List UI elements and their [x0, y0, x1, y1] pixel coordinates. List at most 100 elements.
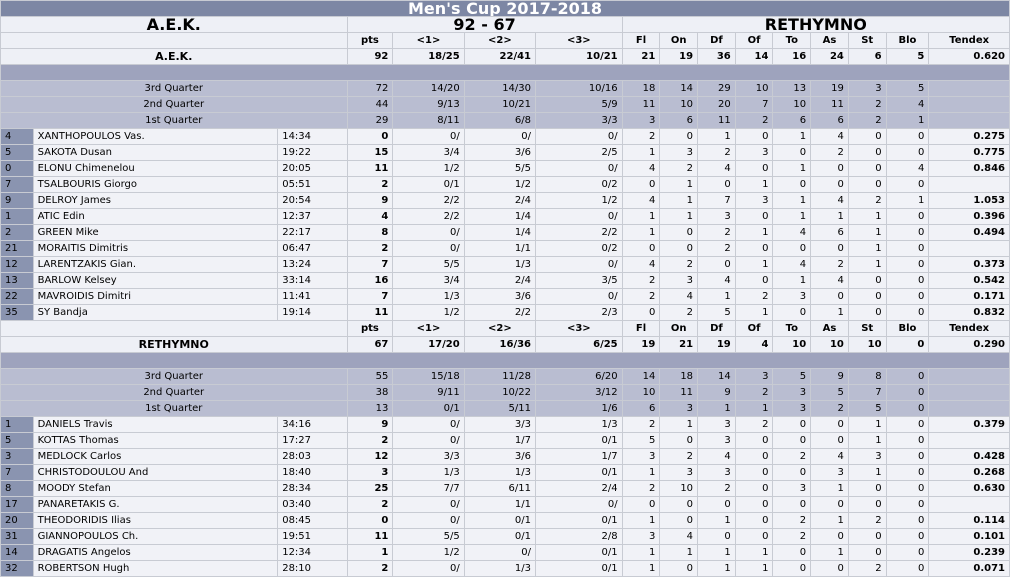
column-header: Tendex	[928, 32, 1010, 49]
stat-cell: 24	[810, 48, 849, 65]
stat-cell: 1	[810, 512, 849, 529]
final-score: 92 - 67	[346, 16, 623, 33]
stat-cell: 0	[810, 176, 849, 193]
stat-cell: 0	[621, 176, 661, 193]
player-name: LARENTZAKIS Gian.	[32, 256, 279, 273]
stat-cell	[928, 240, 1010, 257]
stat-cell: 10	[847, 336, 887, 353]
stat-cell: 0/1	[535, 512, 623, 529]
stat-cell: 13	[346, 400, 394, 417]
stat-cell: 1	[885, 192, 930, 209]
stat-cell: 3	[621, 448, 661, 465]
stat-cell: 2	[810, 256, 849, 273]
player-minutes: 12:37	[277, 208, 348, 225]
quarter-row: 2nd Quarter 44 9/13 10/21 5/9 11 10 20 7 10 11 2 4	[0, 96, 1010, 113]
player-row: 8 MOODY Stefan 28:34 25 7/7 6/11 2/4 2 10 2 0 3 1…	[0, 480, 1010, 497]
stat-cell: 0/	[392, 128, 465, 145]
jersey-number: 2	[0, 224, 34, 241]
player-minutes: 19:22	[277, 144, 348, 161]
stat-cell: 3	[734, 144, 774, 161]
stat-cell: 0	[734, 432, 774, 449]
stat-cell: 1	[621, 544, 661, 561]
player-minutes: 08:45	[277, 512, 348, 529]
column-header-row: pts <1> <2> <3> Fl On Df Of To As St Blo Tendex	[0, 32, 1010, 49]
stat-cell: 0.428	[928, 448, 1010, 465]
stat-cell: 1	[847, 416, 887, 433]
jersey-number: 13	[0, 272, 34, 289]
stat-cell: 0	[697, 496, 736, 513]
quarter-row: 1st Quarter 13 0/1 5/11 1/6 6 3 1 1 3 2 5 0	[0, 400, 1010, 417]
stat-cell: 0	[885, 480, 930, 497]
player-row: 1 ATIC Edin 12:37 4 2/2 1/4 0/1 1 3 0 1 1 1 0 0.396	[0, 208, 1010, 225]
stat-cell	[928, 112, 1010, 129]
stat-cell: 2/2	[463, 304, 537, 321]
stat-cell: 19	[659, 48, 699, 65]
stat-cell: 2	[810, 144, 849, 161]
stat-cell: 3	[810, 464, 849, 481]
player-minutes: 28:10	[277, 560, 348, 577]
stat-cell: 7	[697, 192, 736, 209]
stat-cell: 4	[621, 256, 661, 273]
stat-cell: 7/7	[392, 480, 465, 497]
player-name: ROBERTSON Hugh	[32, 560, 279, 577]
stat-cell: 0/	[392, 496, 465, 513]
stat-cell: 4	[885, 96, 930, 113]
stat-cell: 15/18	[392, 368, 465, 385]
stat-cell: 0/	[392, 224, 465, 241]
stat-cell: 0.620	[928, 48, 1010, 65]
stat-cell: 1	[621, 464, 661, 481]
jersey-number: 1	[0, 416, 34, 433]
stat-cell: 5/5	[392, 528, 465, 545]
stat-cell: 0/	[392, 240, 465, 257]
stat-cell: 2	[659, 304, 699, 321]
stat-cell: 0/	[535, 496, 623, 513]
stat-cell: 9	[346, 192, 394, 209]
stat-cell: 0	[885, 288, 930, 305]
stat-cell: 0	[885, 240, 930, 257]
jersey-number: 12	[0, 256, 34, 273]
player-minutes: 12:34	[277, 544, 348, 561]
column-header: St	[847, 32, 887, 49]
stat-cell: 3/4	[392, 144, 465, 161]
stat-cell: 1	[697, 512, 736, 529]
stat-cell: 14	[659, 80, 699, 97]
team-total-name: RETHYMNO	[0, 336, 348, 353]
stat-cell: 6	[659, 112, 699, 129]
stat-cell: 1	[697, 128, 736, 145]
player-name: BARLOW Kelsey	[32, 272, 279, 289]
stat-cell: 2	[772, 512, 812, 529]
quarter-label: 2nd Quarter	[0, 96, 348, 113]
stat-cell: 0.630	[928, 480, 1010, 497]
stat-cell: 0	[847, 304, 887, 321]
stat-cell: 0	[772, 544, 812, 561]
player-minutes: 28:34	[277, 480, 348, 497]
stat-cell: 0	[847, 544, 887, 561]
stat-cell: 2	[346, 560, 394, 577]
stat-cell: 0	[734, 240, 774, 257]
stat-cell: 6	[810, 224, 849, 241]
stat-cell: 1/4	[463, 208, 537, 225]
stat-cell: 19	[621, 336, 661, 353]
stat-cell: 10	[659, 480, 699, 497]
stat-cell: 0	[621, 304, 661, 321]
stat-cell: 1	[885, 112, 930, 129]
stat-cell: 0	[659, 128, 699, 145]
player-row: 2 GREEN Mike 22:17 8 0/1/4 2/2 1 0 2 1 4 6 1 0 0.49…	[0, 224, 1010, 241]
jersey-number: 9	[0, 192, 34, 209]
stat-cell: 9	[697, 384, 736, 401]
stat-cell: 2	[847, 192, 887, 209]
stat-cell: 3	[659, 400, 699, 417]
stat-cell: 14/20	[392, 80, 465, 97]
stat-cell: 11	[346, 160, 394, 177]
stat-cell: 0.846	[928, 160, 1010, 177]
stat-cell: 7	[847, 384, 887, 401]
stat-cell: 0	[885, 208, 930, 225]
player-minutes: 06:47	[277, 240, 348, 257]
stat-cell: 0	[847, 160, 887, 177]
stat-cell: 0.101	[928, 528, 1010, 545]
stat-cell: 4	[621, 160, 661, 177]
stat-cell: 0	[734, 208, 774, 225]
stat-cell: 5	[621, 432, 661, 449]
column-header: As	[810, 320, 849, 337]
stat-cell: 9/13	[392, 96, 465, 113]
